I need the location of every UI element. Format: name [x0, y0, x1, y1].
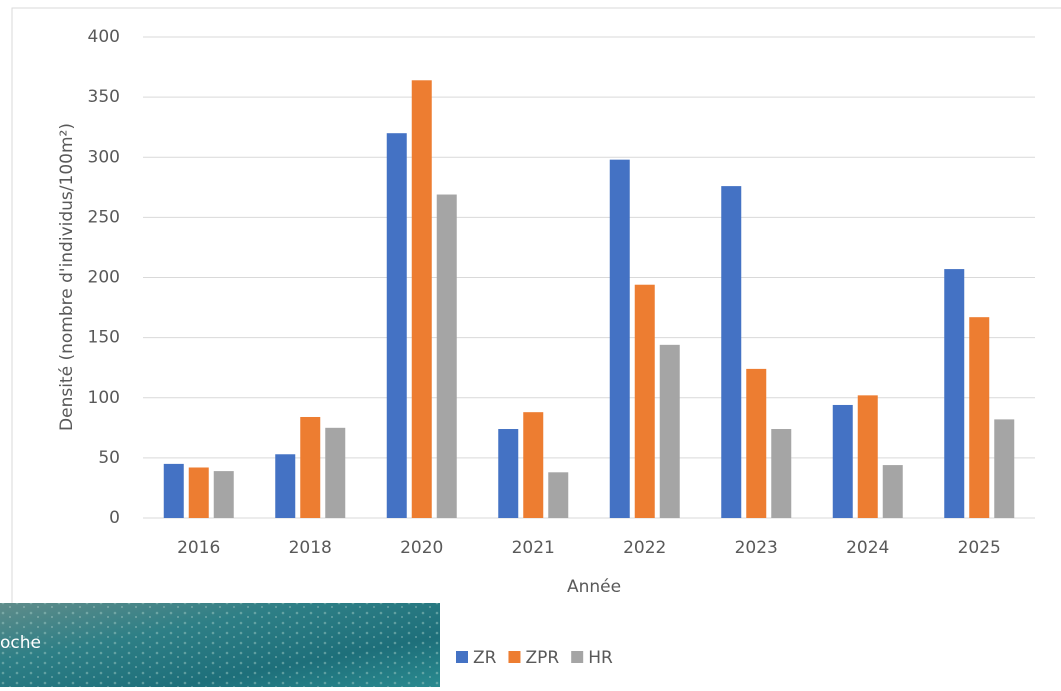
bar [882, 465, 903, 518]
y-tick-label: 350 [88, 87, 120, 107]
x-tick-label: 2018 [289, 538, 332, 558]
legend-label: ZPR [525, 648, 559, 668]
bar [548, 472, 569, 518]
y-tick-label: 0 [109, 508, 120, 528]
bar [275, 454, 296, 518]
legend-label: HR [588, 648, 613, 668]
y-tick-label: 400 [88, 27, 120, 47]
photo: oche [0, 603, 440, 687]
bar [498, 429, 519, 518]
bar [188, 467, 209, 518]
legend-swatch [571, 651, 584, 663]
bar [213, 471, 234, 518]
bar [771, 429, 792, 518]
x-tick-label: 2020 [400, 538, 443, 558]
x-tick-label: 2025 [958, 538, 1001, 558]
bar [634, 284, 655, 518]
bar [325, 427, 346, 518]
y-tick-label: 100 [88, 388, 120, 408]
chart-frame [11, 7, 1061, 691]
bar [411, 80, 432, 518]
photo-texture [0, 603, 440, 687]
y-tick-label: 300 [88, 147, 120, 167]
x-tick-label: 2016 [177, 538, 220, 558]
bar [994, 419, 1015, 518]
bar [969, 317, 990, 518]
x-axis-label: Année [567, 577, 621, 597]
y-tick-label: 250 [88, 207, 120, 227]
x-tick-label: 2023 [735, 538, 778, 558]
y-tick-label: 50 [98, 448, 120, 468]
bar [659, 344, 680, 518]
bar [386, 133, 407, 518]
bar [857, 395, 878, 518]
bar [746, 368, 767, 518]
y-tick-label: 200 [88, 268, 120, 288]
bar [832, 404, 853, 518]
bar [944, 269, 965, 518]
x-tick-label: 2021 [512, 538, 555, 558]
bar [609, 159, 630, 518]
y-tick-label: 150 [88, 328, 120, 348]
y-axis-label: Densité (nombre d'individus/100m²) [57, 123, 77, 431]
bar [523, 412, 544, 518]
bar [163, 463, 184, 518]
x-tick-label: 2024 [846, 538, 889, 558]
bar [721, 186, 742, 519]
legend-label: ZR [473, 648, 497, 668]
legend-swatch [508, 651, 521, 663]
photo-caption: oche [0, 633, 41, 653]
legend-swatch [456, 651, 468, 663]
x-tick-label: 2022 [623, 538, 666, 558]
bar [300, 416, 321, 518]
bar [436, 194, 457, 518]
